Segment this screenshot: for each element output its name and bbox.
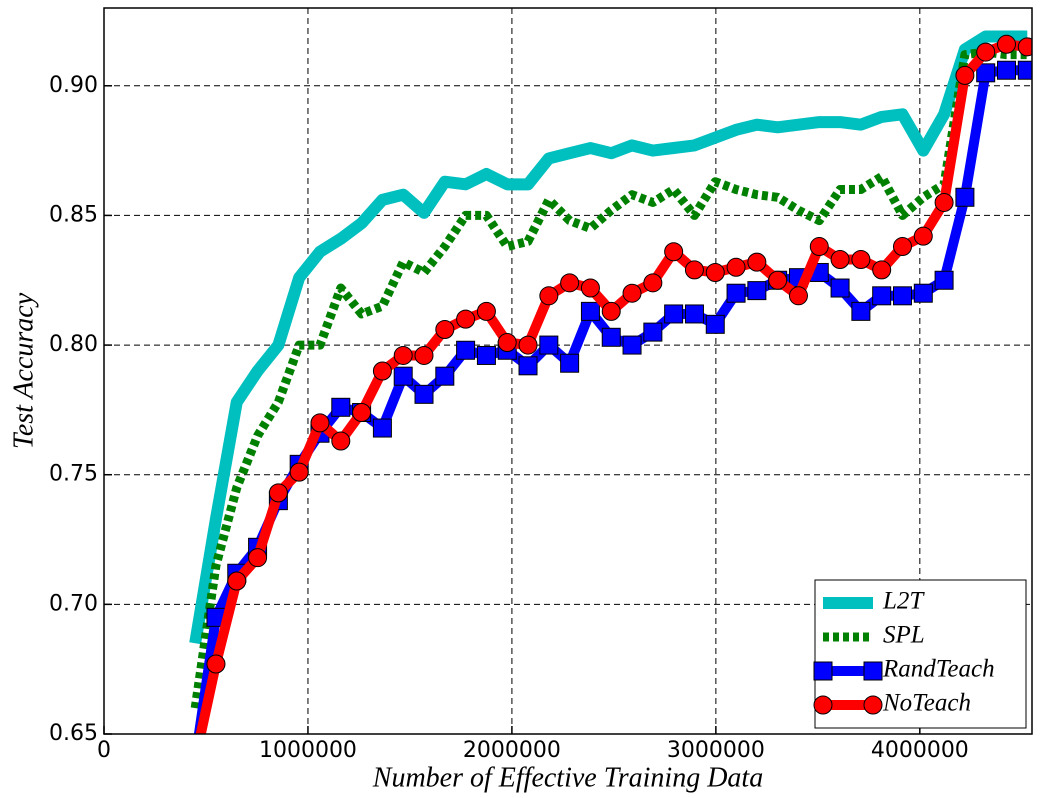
marker (393, 366, 413, 386)
marker (851, 250, 871, 270)
marker (664, 304, 684, 324)
marker (393, 345, 413, 365)
y-tick-label: 0.75 (49, 462, 98, 487)
marker (747, 252, 767, 272)
x-tick-label: 4000000 (871, 738, 969, 763)
marker (872, 286, 892, 306)
marker (414, 384, 434, 404)
marker (955, 65, 975, 85)
y-tick-label: 0.90 (49, 73, 98, 98)
y-tick-label: 0.85 (49, 202, 98, 227)
marker (289, 462, 309, 482)
series-line (190, 47, 1028, 709)
marker (997, 60, 1017, 80)
marker (747, 281, 767, 301)
marker (560, 353, 580, 373)
marker (976, 63, 996, 83)
marker (684, 260, 704, 280)
marker (331, 397, 351, 417)
marker (892, 286, 912, 306)
marker (206, 654, 226, 674)
y-axis-label: Test Accuracy (8, 292, 39, 449)
marker (892, 237, 912, 257)
marker (643, 322, 663, 342)
marker (518, 335, 538, 355)
marker (227, 571, 247, 591)
marker (788, 286, 808, 306)
marker (372, 361, 392, 381)
marker (622, 283, 642, 303)
legend-label: SPL (883, 622, 925, 649)
plot-area (189, 30, 1032, 734)
marker (372, 418, 392, 438)
marker (851, 301, 871, 321)
x-tick-label: 1000000 (259, 738, 357, 763)
marker (539, 335, 559, 355)
marker (435, 320, 455, 340)
legend-marker (863, 695, 883, 715)
marker (601, 327, 621, 347)
marker (643, 273, 663, 293)
marker (830, 278, 850, 298)
x-tick-label: 3000000 (667, 738, 765, 763)
legend-marker (813, 695, 833, 715)
marker (872, 260, 892, 280)
x-axis-label: Number of Effective Training Data (372, 762, 763, 793)
marker (705, 314, 725, 334)
marker (934, 270, 954, 290)
legend-label: NoTeach (882, 690, 971, 717)
y-tick-label: 0.65 (49, 721, 98, 746)
marker (664, 242, 684, 262)
marker (331, 431, 351, 451)
marker (476, 301, 496, 321)
marker (476, 345, 496, 365)
marker (726, 283, 746, 303)
marker (580, 301, 600, 321)
marker (684, 304, 704, 324)
marker (1017, 60, 1032, 80)
marker (768, 270, 788, 290)
marker (497, 332, 517, 352)
legend-label: L2T (882, 588, 925, 615)
x-tick-label: 2000000 (463, 738, 561, 763)
marker (435, 366, 455, 386)
y-tick-label: 0.70 (49, 591, 98, 616)
marker (560, 273, 580, 293)
marker (310, 413, 330, 433)
marker (268, 483, 288, 503)
marker (934, 192, 954, 212)
marker (580, 278, 600, 298)
marker (456, 309, 476, 329)
marker (997, 34, 1017, 54)
marker (622, 335, 642, 355)
marker (976, 42, 996, 62)
marker (601, 301, 621, 321)
series-line (189, 30, 1028, 645)
marker (913, 283, 933, 303)
marker (830, 250, 850, 270)
plot-frame (103, 7, 1033, 735)
y-tick-label: 0.80 (49, 332, 98, 357)
marker (726, 257, 746, 277)
marker (414, 345, 434, 365)
legend-marker (863, 661, 883, 681)
marker (1017, 37, 1032, 57)
marker (518, 356, 538, 376)
legend-label: RandTeach (882, 656, 995, 683)
marker (809, 237, 829, 257)
x-tick-label: 0 (97, 738, 111, 763)
marker (705, 262, 725, 282)
marker (955, 187, 975, 207)
marker (913, 226, 933, 246)
marker (352, 402, 372, 422)
marker (248, 548, 268, 568)
legend-marker (813, 661, 833, 681)
marker (539, 286, 559, 306)
ticks: 0 1000000 2000000 3000000 4000000 0.65 0.70 0.7… (49, 73, 969, 763)
marker (456, 340, 476, 360)
legend: L2T SPL RandTeach NoTeach (813, 579, 1027, 729)
